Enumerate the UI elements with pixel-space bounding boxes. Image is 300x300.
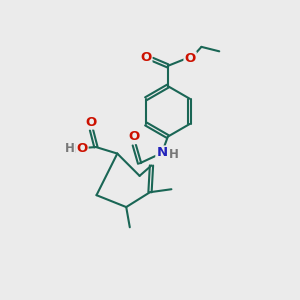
Text: H: H [169,148,179,161]
Text: O: O [129,130,140,143]
Text: O: O [140,51,152,64]
Text: H: H [68,142,77,156]
Text: O: O [86,116,97,129]
Text: H: H [65,142,75,155]
Text: N: N [156,146,167,160]
Text: O: O [184,52,196,65]
Text: O: O [76,142,88,155]
